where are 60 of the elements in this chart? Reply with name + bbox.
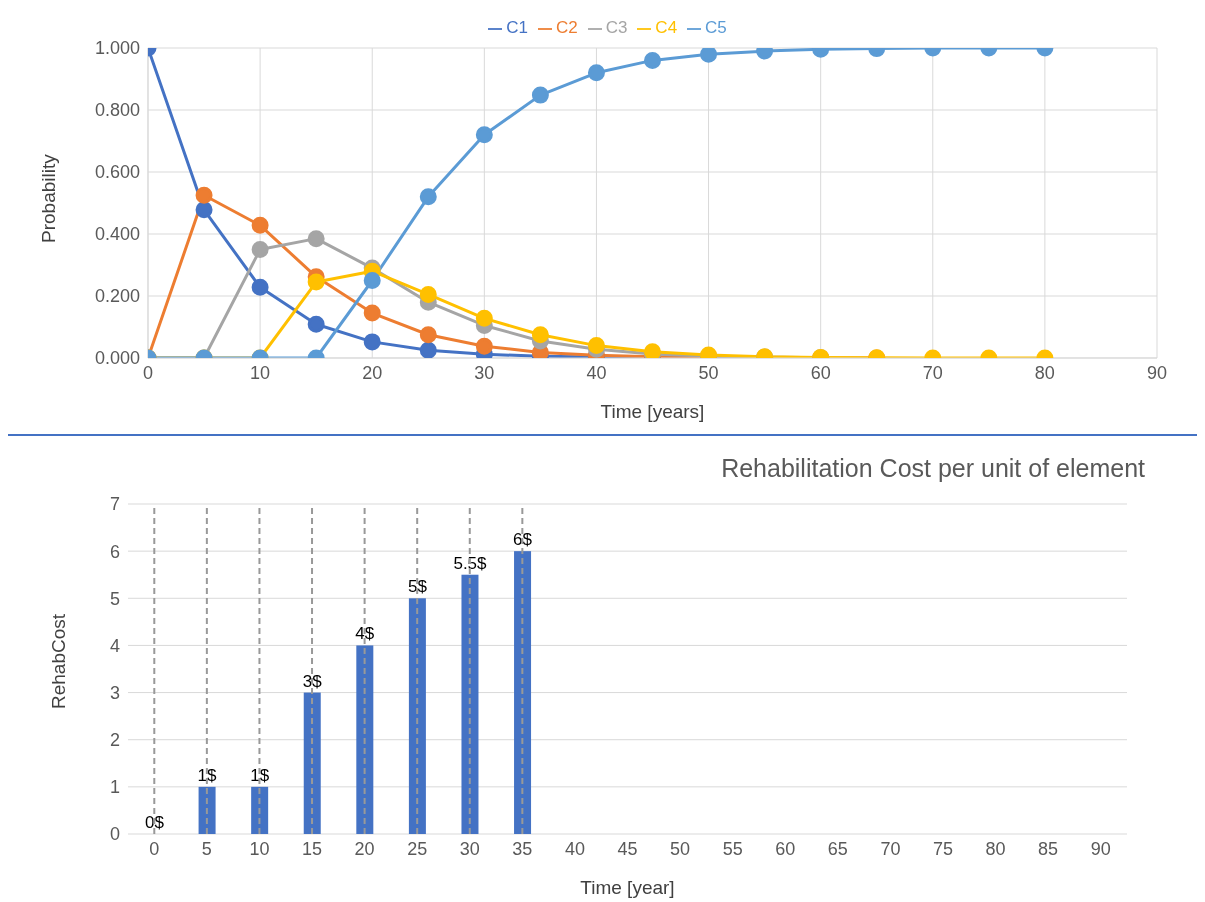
x-tick-label: 0	[149, 838, 160, 859]
x-tick-label: 0	[142, 362, 154, 383]
data-label: 5$	[407, 577, 428, 597]
legend-label: C1	[506, 18, 528, 37]
y-tick-label: 2	[109, 730, 120, 751]
x-tick-label: 40	[586, 362, 607, 383]
x-tick-label: 20	[354, 838, 375, 859]
x-tick-label: 80	[1034, 362, 1055, 383]
x-tick-label: 60	[810, 362, 831, 383]
x-tick-label: 10	[250, 362, 271, 383]
y-axis-title: Probability	[37, 153, 59, 243]
y-tick-label: 0.800	[94, 100, 140, 121]
x-axis-title: Time [year]	[580, 877, 675, 898]
data-label: 3$	[302, 671, 323, 691]
y-tick-label: 7	[109, 494, 120, 515]
legend-label: C5	[705, 18, 727, 37]
chart-title: Rehabilitation Cost per unit of element	[720, 454, 1146, 484]
y-tick-label: 5	[109, 588, 120, 609]
x-tick-label: 5	[201, 838, 212, 859]
data-label: 1$	[197, 765, 218, 785]
data-label: 0$	[145, 813, 165, 832]
data-label: 4$	[355, 624, 375, 644]
x-tick-label: 65	[827, 838, 848, 859]
x-tick-label: 30	[459, 838, 480, 859]
y-tick-label: 4	[109, 635, 120, 656]
legend-label: C2	[555, 18, 578, 37]
y-tick-label: 0.600	[94, 162, 140, 183]
x-tick-label: 50	[670, 838, 691, 859]
y-tick-label: 0.400	[94, 224, 140, 245]
x-tick-label: 45	[617, 838, 638, 859]
x-tick-label: 75	[932, 838, 953, 859]
x-tick-label: 15	[302, 838, 323, 859]
y-tick-label: 0.000	[94, 348, 140, 369]
x-tick-label: 20	[362, 362, 383, 383]
x-tick-label: 10	[249, 838, 270, 859]
x-tick-label: 50	[698, 362, 719, 383]
y-tick-label: 1	[109, 777, 120, 798]
x-tick-label: 85	[1038, 838, 1059, 859]
y-tick-label: 0.200	[94, 286, 140, 307]
x-tick-label: 30	[474, 362, 495, 383]
x-tick-label: 90	[1090, 838, 1111, 859]
y-tick-label: 0	[109, 824, 120, 845]
data-label: 6$	[513, 530, 533, 550]
legend-label: C3	[605, 18, 628, 37]
x-tick-label: 70	[922, 362, 943, 383]
x-tick-label: 35	[512, 838, 533, 859]
x-tick-label: 90	[1146, 362, 1168, 383]
x-tick-label: 80	[985, 838, 1006, 859]
x-tick-label: 25	[407, 838, 428, 859]
y-axis-title: RehabCost	[47, 613, 69, 709]
y-tick-label: 3	[109, 682, 120, 703]
y-tick-label: 6	[109, 541, 120, 562]
x-axis-title: Time [years]	[600, 401, 705, 422]
y-tick-label: 1.000	[94, 38, 140, 59]
x-tick-label: 55	[722, 838, 743, 859]
x-tick-label: 40	[564, 838, 585, 859]
x-tick-label: 60	[775, 838, 796, 859]
data-label: 1$	[250, 765, 270, 785]
legend-label: C4	[655, 18, 678, 37]
x-tick-label: 70	[880, 838, 901, 859]
